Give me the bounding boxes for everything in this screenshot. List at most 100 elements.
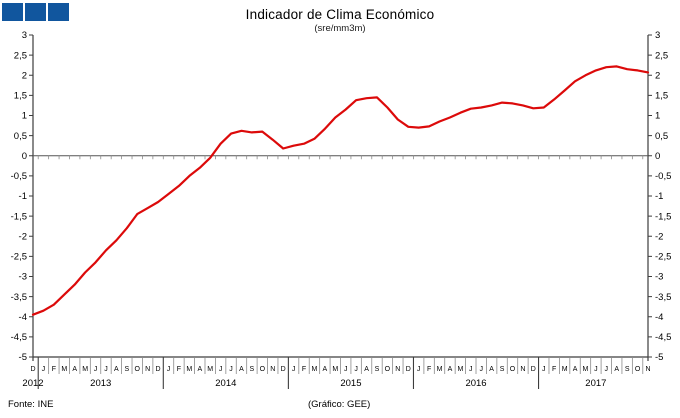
month-label: J xyxy=(417,366,421,373)
ytick-label-right: -4,5 xyxy=(655,332,671,343)
month-label: O xyxy=(510,366,516,373)
month-label: F xyxy=(52,366,56,373)
ytick-label-right: -3,5 xyxy=(655,292,671,303)
month-label: M xyxy=(332,366,338,373)
ytick-label-right: 0,5 xyxy=(655,131,668,142)
ytick-label-right: 1 xyxy=(655,111,660,122)
month-label: M xyxy=(562,366,568,373)
month-label: A xyxy=(614,366,619,373)
source-label: Fonte: INE xyxy=(8,399,54,410)
month-label: A xyxy=(448,366,453,373)
logo-block xyxy=(2,3,23,21)
year-label: 2015 xyxy=(340,378,361,389)
ytick-label-left: -3,5 xyxy=(11,292,27,303)
logo-block xyxy=(25,3,46,21)
ytick-label-right: 3 xyxy=(655,30,660,41)
ytick-label-left: -2 xyxy=(19,231,27,242)
month-label: N xyxy=(145,366,150,373)
month-label: S xyxy=(500,366,505,373)
month-label: S xyxy=(375,366,380,373)
ytick-label-left: 0 xyxy=(22,151,27,162)
month-label: J xyxy=(42,366,46,373)
month-label: J xyxy=(469,366,473,373)
ytick-label-left: -2,5 xyxy=(11,252,27,263)
month-label: A xyxy=(489,366,494,373)
ytick-label-right: 2,5 xyxy=(655,50,668,61)
month-label: D xyxy=(406,366,411,373)
ytick-label-left: 1,5 xyxy=(14,91,27,102)
month-label: S xyxy=(124,366,129,373)
axis-labels: 3 3 2,5 2,5 2 2 1,5 1,5 1 1 0,5 0,5 0 0 -0,5 -0,5 -1 -1 -1… xyxy=(11,30,672,389)
month-label: J xyxy=(542,366,546,373)
month-label: N xyxy=(270,366,275,373)
month-label: S xyxy=(625,366,630,373)
month-label: J xyxy=(479,366,483,373)
ytick-label-left: -3 xyxy=(19,272,27,283)
month-label: O xyxy=(135,366,141,373)
month-label: M xyxy=(61,366,67,373)
month-label: J xyxy=(229,366,233,373)
month-label: D xyxy=(531,366,536,373)
month-label: D xyxy=(156,366,161,373)
ytick-label-right: -1 xyxy=(655,191,663,202)
ytick-label-left: 1 xyxy=(22,111,27,122)
year-label: 2017 xyxy=(585,378,606,389)
ytick-label-right: -0,5 xyxy=(655,171,671,182)
ytick-label-left: 2 xyxy=(22,70,27,81)
ytick-label-right: 2 xyxy=(655,70,660,81)
year-label: 2014 xyxy=(215,378,236,389)
month-label: J xyxy=(354,366,358,373)
month-label: S xyxy=(250,366,255,373)
axes xyxy=(32,35,649,361)
month-label: J xyxy=(594,366,598,373)
ytick-label-right: -3 xyxy=(655,272,663,283)
month-label: J xyxy=(104,366,108,373)
month-label: A xyxy=(323,366,328,373)
month-label: A xyxy=(197,366,202,373)
ytick-label-right: -1,5 xyxy=(655,211,671,222)
month-label: A xyxy=(573,366,578,373)
month-label: A xyxy=(239,366,244,373)
month-label: N xyxy=(645,366,650,373)
month-label: F xyxy=(177,366,181,373)
logo-block xyxy=(48,3,69,21)
chart-title: Indicador de Clima Económico xyxy=(245,7,435,22)
month-label: F xyxy=(427,366,431,373)
month-label: J xyxy=(219,366,223,373)
month-label: J xyxy=(292,366,296,373)
ytick-label-right: 1,5 xyxy=(655,91,668,102)
ytick-label-left: -1 xyxy=(19,191,27,202)
ytick-label-left: 0,5 xyxy=(14,131,27,142)
month-label: N xyxy=(395,366,400,373)
axis-ticks xyxy=(29,34,652,389)
ytick-label-left: -0,5 xyxy=(11,171,27,182)
gee-logo xyxy=(2,3,69,21)
month-label: F xyxy=(552,366,556,373)
year-label: 2013 xyxy=(90,378,111,389)
ytick-label-right: -5 xyxy=(655,352,663,363)
ytick-label-left: -4,5 xyxy=(11,332,27,343)
month-label: M xyxy=(186,366,192,373)
ytick-label-right: -2,5 xyxy=(655,252,671,263)
month-label: M xyxy=(457,366,463,373)
ytick-label-right: -2 xyxy=(655,231,663,242)
ytick-label-left: 2,5 xyxy=(14,50,27,61)
ytick-label-left: -4 xyxy=(19,312,27,323)
month-label: O xyxy=(260,366,266,373)
month-label: N xyxy=(520,366,525,373)
month-label: D xyxy=(281,366,286,373)
month-label: J xyxy=(344,366,348,373)
month-label: A xyxy=(72,366,77,373)
series-line xyxy=(31,65,650,316)
month-label: J xyxy=(94,366,98,373)
credit-label: (Gráfico: GEE) xyxy=(308,399,371,410)
month-label: M xyxy=(437,366,443,373)
chart-subtitle: (sre/mm3m) xyxy=(314,23,366,34)
ytick-label-right: -4 xyxy=(655,312,663,323)
year-label: 2016 xyxy=(465,378,486,389)
month-label: A xyxy=(364,366,369,373)
ytick-label-right: 0 xyxy=(655,151,660,162)
month-label: F xyxy=(302,366,306,373)
